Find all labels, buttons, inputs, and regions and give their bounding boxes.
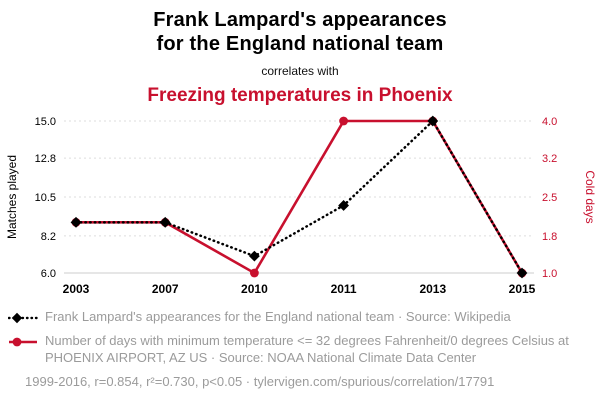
right-axis-tick-label: 1.0: [542, 268, 557, 280]
right-axis-title: Cold days: [583, 170, 597, 223]
data-point-diamond: [516, 267, 528, 279]
legend: Frank Lampard's appearances for the Engl…: [0, 303, 600, 389]
right-axis-tick-label: 4.0: [542, 116, 557, 128]
left-axis-tick-label: 8.2: [41, 231, 56, 243]
chart-header: Frank Lampard's appearances for the Engl…: [0, 0, 600, 107]
secondary-title: Freezing temperatures in Phoenix: [147, 85, 453, 106]
right-axis-tick-label: 1.8: [542, 231, 557, 243]
dual-axis-line-chart: 15.0 4.0 12.8 3.2 10.5 2.5 8.2 1.8 6.0 1.0 2003 200…: [5, 115, 597, 296]
circle-solid-line-icon: [9, 337, 37, 347]
title-line-1: Frank Lampard's appearances: [153, 9, 447, 31]
correlation-chart-page: Frank Lampard's appearances for the Engl…: [0, 0, 600, 389]
data-point-diamond: [159, 216, 171, 228]
x-axis-tick-label: 2013: [419, 282, 446, 296]
stats-footer: 1999-2016, r=0.854, r²=0.730, p<0.05 · t…: [25, 373, 495, 389]
left-axis-tick-label: 10.5: [35, 192, 56, 204]
legend-text-freezing: Number of days with minimum temperature …: [45, 332, 569, 365]
diamond-dotted-line-icon: [8, 312, 38, 324]
legend-text-lampard: Frank Lampard's appearances for the Engl…: [45, 309, 511, 324]
left-axis-tick-label: 15.0: [35, 116, 56, 128]
data-point-circle: [250, 268, 259, 278]
page-title: Frank Lampard's appearances for the Engl…: [0, 8, 600, 56]
data-point-diamond: [338, 200, 349, 211]
series-line-lampard: [74, 119, 524, 275]
left-axis-title: Matches played: [5, 155, 19, 239]
data-point-diamond: [249, 250, 260, 262]
correlates-with-label: correlates with: [261, 64, 339, 78]
legend-item-freezing: Number of days with minimum temperature …: [8, 333, 592, 367]
x-axis-tick-label: 2011: [331, 282, 357, 296]
x-axis-tick-label: 2010: [241, 282, 268, 296]
x-axis-tick-label: 2015: [509, 282, 536, 296]
right-axis-tick-label: 2.5: [542, 192, 557, 204]
x-axis-tick-label: 2007: [152, 282, 179, 296]
left-axis-tick-label: 12.8: [35, 153, 56, 165]
data-point-circle: [339, 116, 348, 126]
right-axis-tick-label: 3.2: [542, 153, 557, 165]
data-point-diamond: [427, 115, 439, 127]
x-axis-tick-label: 2003: [63, 282, 90, 296]
title-line-2: for the England national team: [156, 33, 444, 55]
left-axis-tick-label: 6.0: [41, 268, 56, 280]
data-point-diamond: [70, 216, 82, 228]
legend-item-lampard: Frank Lampard's appearances for the Engl…: [8, 309, 592, 326]
